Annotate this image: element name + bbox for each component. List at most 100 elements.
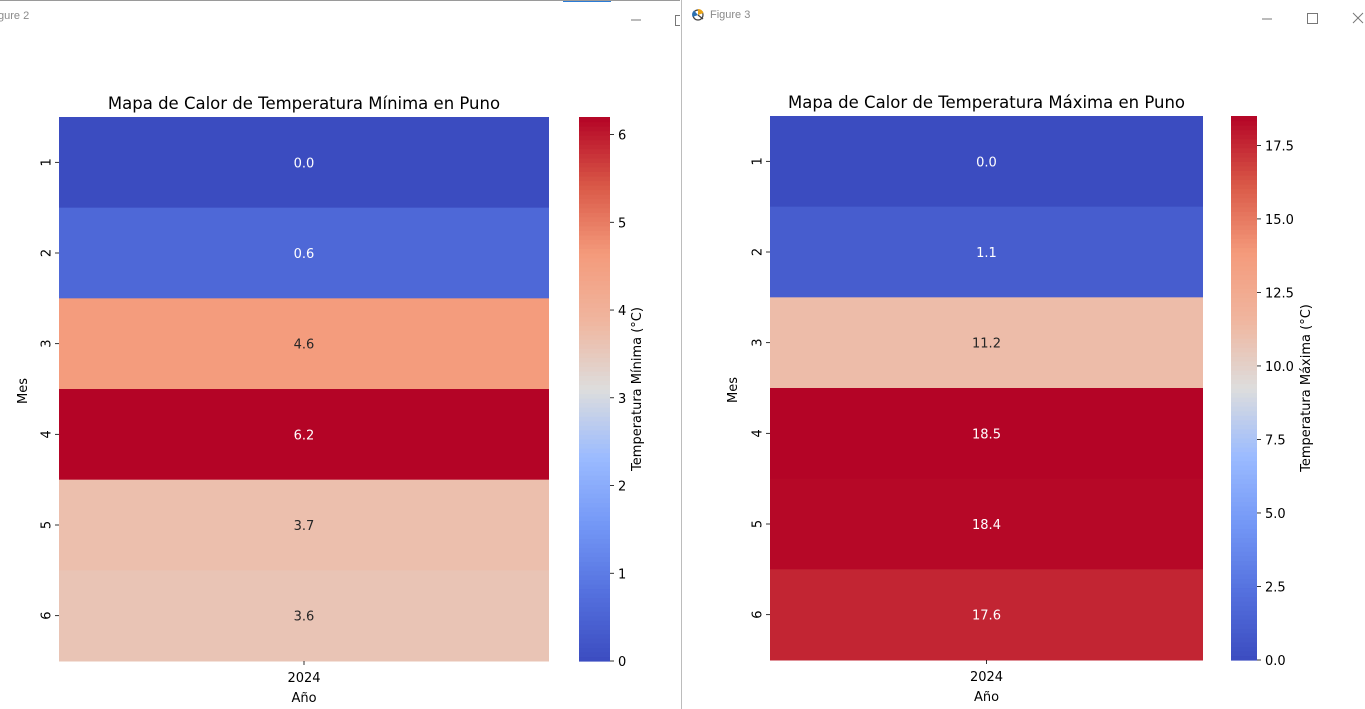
window-titlebar[interactable]: gure 2 — [0, 1, 680, 31]
cell-value-label: 6.2 — [294, 428, 315, 443]
colorbar-segment — [1231, 165, 1257, 171]
colorbar-segment — [579, 207, 610, 213]
figure-window-right: Figure 3 Mapa de Calor de Temperatura Má… — [681, 0, 1365, 709]
colorbar-segment — [1231, 614, 1257, 620]
colorbar-segment — [1231, 496, 1257, 502]
colorbar-segment — [579, 506, 610, 512]
chart-title: Mapa de Calor de Temperatura Mínima en P… — [108, 94, 500, 113]
colorbar-segment — [1231, 220, 1257, 226]
cell-value-label: 0.0 — [976, 155, 997, 170]
colorbar-segment — [1231, 505, 1257, 511]
colorbar-segment — [579, 606, 610, 612]
colorbar-segment — [579, 185, 610, 191]
minimize-button[interactable] — [1256, 4, 1278, 26]
colorbar-tick-label: 0 — [618, 655, 626, 670]
colorbar-segment — [1231, 188, 1257, 194]
colorbar-segment — [1231, 120, 1257, 126]
heatmap-cell — [770, 206, 1203, 298]
colorbar-segment — [579, 642, 610, 648]
colorbar-segment — [1231, 492, 1257, 498]
colorbar-segment — [1231, 161, 1257, 167]
colorbar-segment — [579, 447, 610, 454]
colorbar-segment — [579, 647, 610, 653]
colorbar-segment — [1231, 424, 1257, 430]
colorbar-tick-label: 17.5 — [1265, 139, 1294, 154]
heatmap-cell — [770, 569, 1203, 661]
colorbar-segment — [579, 330, 610, 336]
colorbar-segment — [1231, 501, 1257, 507]
colorbar-segment — [1231, 383, 1257, 389]
colorbar-segment — [1231, 238, 1257, 244]
maximize-button[interactable] — [670, 5, 680, 27]
colorbar-segment — [1231, 229, 1257, 235]
colorbar-segment — [1231, 233, 1257, 239]
colorbar-segment — [1231, 437, 1257, 443]
colorbar-segment — [1231, 451, 1257, 457]
colorbar-segment — [1231, 555, 1257, 561]
colorbar-segment — [1231, 351, 1257, 357]
colorbar-segment — [579, 515, 610, 522]
colorbar-segment — [1231, 587, 1257, 593]
colorbar-segment — [1231, 274, 1257, 280]
minimize-icon — [631, 19, 641, 21]
heatmap-cell — [59, 117, 549, 209]
colorbar-segment — [579, 511, 610, 517]
cell-value-label: 17.6 — [972, 609, 1001, 624]
colorbar-segment — [579, 620, 610, 626]
colorbar-segment — [1231, 474, 1257, 480]
y-tick-label: 5 — [751, 520, 766, 528]
minimize-button[interactable] — [625, 5, 647, 27]
colorbar-segment — [1231, 134, 1257, 140]
colorbar-segment — [1231, 116, 1257, 122]
colorbar-segment — [1231, 410, 1257, 416]
colorbar-segment — [579, 248, 610, 254]
colorbar-segment — [1231, 320, 1257, 326]
colorbar-segment — [1231, 460, 1257, 466]
colorbar-segment — [579, 543, 610, 549]
colorbar-segment — [1231, 605, 1257, 611]
colorbar-segment — [579, 234, 610, 240]
colorbar-tick-label: 7.5 — [1265, 433, 1286, 448]
colorbar-tick-label: 10.0 — [1265, 360, 1294, 375]
colorbar-segment — [1231, 206, 1257, 212]
minimize-icon — [1262, 18, 1272, 20]
colorbar-segment — [579, 525, 610, 531]
colorbar-segment — [1231, 342, 1257, 348]
colorbar-segment — [1231, 324, 1257, 330]
colorbar-segment — [579, 166, 610, 172]
figure-window-left: gure 2 Mapa de Calor de Temperatura Míni… — [0, 0, 680, 709]
colorbar-segment — [579, 275, 610, 281]
colorbar-segment — [579, 221, 610, 227]
colorbar-tick-label: 2.5 — [1265, 580, 1286, 595]
colorbar-segment — [579, 243, 610, 250]
heatmap-cell — [59, 570, 549, 662]
colorbar-segment — [1231, 632, 1257, 638]
colorbar-segment — [1231, 356, 1257, 362]
cell-value-label: 11.2 — [972, 337, 1001, 352]
colorbar-segment — [1231, 469, 1257, 475]
colorbar-segment — [579, 311, 610, 318]
heatmap-cell — [770, 388, 1203, 480]
colorbar-segment — [579, 284, 610, 290]
colorbar-tick-label: 2 — [618, 480, 626, 495]
colorbar-segment — [1231, 610, 1257, 616]
cell-value-label: 1.1 — [976, 246, 997, 261]
colorbar-tick-label: 6 — [618, 129, 626, 144]
colorbar-segment — [579, 402, 610, 408]
colorbar-segment — [1231, 528, 1257, 534]
colorbar-segment — [1231, 156, 1257, 162]
colorbar-segment — [579, 443, 610, 449]
maximize-button[interactable] — [1301, 4, 1323, 26]
colorbar-segment — [1231, 147, 1257, 153]
cell-value-label: 18.5 — [972, 427, 1001, 442]
colorbar-segment — [1231, 143, 1257, 149]
colorbar-segment — [579, 216, 610, 222]
colorbar-segment — [1231, 224, 1257, 230]
window-titlebar[interactable]: Figure 3 — [682, 0, 1365, 30]
colorbar-segment — [579, 538, 610, 544]
close-button[interactable] — [1346, 4, 1365, 26]
y-tick-label: 1 — [40, 158, 55, 166]
colorbar-segment — [579, 479, 610, 485]
colorbar-segment — [579, 139, 610, 145]
colorbar-segment — [579, 429, 610, 435]
